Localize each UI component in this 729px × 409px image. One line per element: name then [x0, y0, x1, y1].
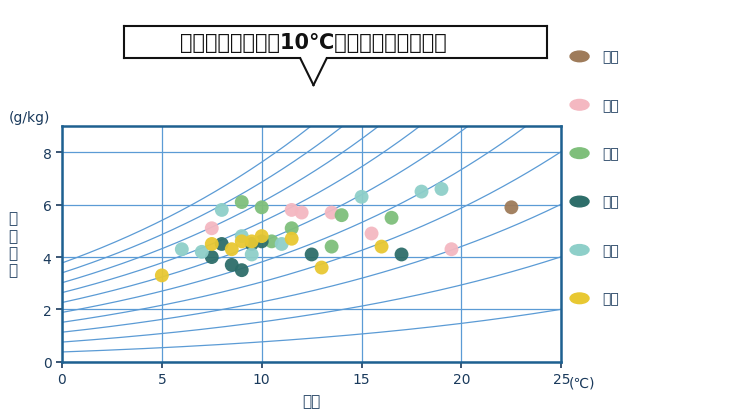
- Point: [316, 265, 327, 271]
- X-axis label: 温度: 温度: [303, 393, 321, 408]
- Point: [206, 241, 217, 248]
- Point: [216, 207, 227, 213]
- Point: [246, 241, 257, 248]
- Point: [396, 252, 408, 258]
- Point: [236, 267, 248, 274]
- Point: [286, 225, 297, 232]
- Point: [286, 236, 297, 243]
- Point: [436, 186, 448, 193]
- Point: [246, 238, 257, 245]
- Point: [226, 246, 238, 253]
- Point: [196, 249, 208, 256]
- Point: [236, 199, 248, 206]
- Point: [286, 207, 297, 213]
- Point: [206, 225, 217, 232]
- Point: [306, 252, 318, 258]
- Point: [506, 204, 518, 211]
- Point: [256, 204, 268, 211]
- Point: [156, 272, 168, 279]
- Point: [236, 233, 248, 240]
- Text: (g/kg): (g/kg): [9, 110, 50, 124]
- Text: 仙台: 仙台: [602, 147, 619, 161]
- Point: [445, 246, 457, 253]
- Point: [266, 238, 278, 245]
- Point: [296, 210, 308, 216]
- Point: [276, 241, 287, 248]
- Point: [216, 241, 227, 248]
- Y-axis label: 絶
対
湿
度: 絶 対 湿 度: [9, 211, 17, 278]
- Text: 大阪: 大阪: [602, 292, 619, 306]
- Text: 金沢: 金沢: [602, 243, 619, 257]
- Point: [236, 238, 248, 245]
- Point: [206, 254, 217, 261]
- Point: [356, 194, 367, 201]
- Point: [416, 189, 427, 196]
- Text: 盛岡: 盛岡: [602, 99, 619, 112]
- Text: 松本: 松本: [602, 195, 619, 209]
- Point: [256, 233, 268, 240]
- Text: 札幌: 札幌: [602, 50, 619, 64]
- Text: 冬の寝室の温度は10℃前後が多いようです: 冬の寝室の温度は10℃前後が多いようです: [180, 33, 447, 53]
- Point: [336, 212, 348, 219]
- Point: [256, 238, 268, 245]
- Text: (℃): (℃): [569, 376, 595, 390]
- Point: [386, 215, 397, 222]
- Point: [326, 210, 338, 216]
- Point: [176, 246, 187, 253]
- Point: [246, 252, 257, 258]
- Point: [226, 262, 238, 269]
- Point: [366, 231, 378, 237]
- Point: [375, 244, 387, 250]
- Point: [326, 244, 338, 250]
